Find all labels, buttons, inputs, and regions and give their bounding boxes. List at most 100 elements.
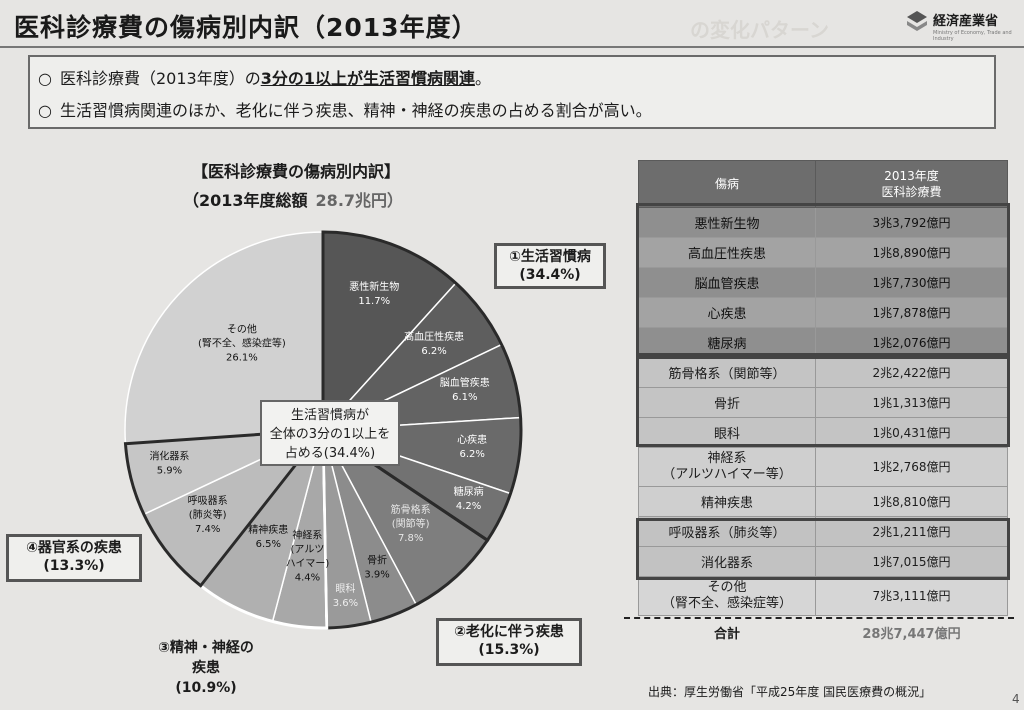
slice-label: 脳血管疾患 (440, 376, 490, 389)
summary-highlight: 3分の1以上が生活習慣病関連 (260, 69, 475, 88)
total-label: 合計 (638, 615, 816, 648)
cost-table: 傷病 2013年度 医科診療費 悪性新生物 3兆3,792億円 高血圧性疾患 1兆8,8… (638, 160, 1008, 648)
table-cell-cost: 3兆3,792億円 (815, 207, 1008, 238)
table-row: 消化器系 1兆7,015億円 (638, 546, 1008, 577)
table-row: 筋骨格系（関節等） 2兆2,422億円 (638, 357, 1008, 388)
table-row: 精神疾患 1兆8,810億円 (638, 486, 1008, 517)
bullet-icon: ○ (38, 101, 52, 120)
meti-logo-icon (907, 11, 927, 31)
bullet-icon: ○ (38, 69, 52, 88)
summary-line-2: ○ 生活習慣病関連のほか、老化に伴う疾患、精神・神経の疾患の占める割合が高い。 (38, 101, 652, 120)
summary-line-1: ○ 医科診療費（2013年度）の3分の1以上が生活習慣病関連。 (38, 69, 491, 88)
table-total-row: 合計 28兆7,447億円 (638, 615, 1008, 648)
group-callout-mental: ③精神・神経の 疾患 (10.9%) (158, 640, 254, 696)
pie-slice (124, 231, 324, 445)
background-heading: の変化パターン (690, 18, 829, 42)
table-cell-disease: 高血圧性疾患 (638, 237, 816, 268)
table-cell-disease: 神経系 （アルツハイマー等） (638, 447, 816, 487)
slice-percent-label: 6.2% (459, 449, 484, 460)
table-cell-disease: 脳血管疾患 (638, 267, 816, 298)
table-cell-cost: 1兆7,015億円 (815, 546, 1008, 577)
chart-title: 【医科診療費の傷病別内訳】 (192, 162, 401, 181)
pie-group-outline (123, 428, 327, 588)
total-value: 28兆7,447億円 (815, 615, 1008, 648)
table-row: 悪性新生物 3兆3,792億円 (638, 207, 1008, 238)
table-cell-disease: 消化器系 (638, 546, 816, 577)
table-cell-cost: 7兆3,111億円 (815, 576, 1008, 616)
table-row: 高血圧性疾患 1兆8,890億円 (638, 237, 1008, 268)
slice-label: 糖尿病 (454, 485, 484, 498)
pie-group-outline (198, 425, 329, 630)
table-row: 糖尿病 1兆2,076億円 (638, 327, 1008, 358)
table-row: 眼科 1兆0,431億円 (638, 417, 1008, 448)
slice-label: 悪性新生物 (349, 280, 399, 293)
table-cell-disease: 糖尿病 (638, 327, 816, 358)
slice-label: 心疾患 (457, 433, 487, 446)
slice-percent-label: 7.4% (195, 524, 220, 535)
table-cell-disease: 筋骨格系（関節等） (638, 357, 816, 388)
summary-box: ○ 医科診療費（2013年度）の3分の1以上が生活習慣病関連。 ○ 生活習慣病関連の… (28, 55, 996, 129)
table-row: 骨折 1兆1,313億円 (638, 387, 1008, 418)
logo-name: 経済産業省 (933, 14, 999, 29)
table-cell-cost: 2兆1,211億円 (815, 516, 1008, 547)
slice-label: (腎不全、感染症等) (198, 336, 286, 349)
slice-label: その他 (227, 322, 257, 335)
slice-percent-label: 7.8% (398, 533, 423, 544)
slice-percent-label: 3.9% (364, 569, 389, 580)
pie-group-outline (321, 230, 523, 543)
table-cell-disease: 骨折 (638, 387, 816, 418)
slice-percent-label: 4.4% (295, 573, 320, 584)
slice-label: 高血圧性疾患 (404, 330, 464, 343)
chart-total-amount: 28.7兆円） (315, 191, 404, 210)
table-row: 呼吸器系（肺炎等） 2兆1,211億円 (638, 516, 1008, 547)
group-callout-lifestyle: ①生活習慣病 (34.4%) (494, 243, 606, 289)
slice-percent-label: 5.9% (157, 465, 182, 476)
table-cell-disease: 呼吸器系（肺炎等） (638, 516, 816, 547)
page-title: 医科診療費の傷病別内訳（2013年度） (14, 13, 478, 42)
slice-label: 神経系 (292, 529, 322, 542)
center-note: 生活習慣病が 全体の3分の1以上を 占める(34.4%) (260, 400, 400, 466)
logo-subtitle: Ministry of Economy, Trade and Industry (933, 30, 1012, 42)
table-cell-disease: 眼科 (638, 417, 816, 448)
table-cell-cost: 1兆7,730億円 (815, 267, 1008, 298)
slice-percent-label: 4.2% (456, 501, 481, 512)
table-cell-disease: 心疾患 (638, 297, 816, 328)
source-note: 出典：厚生労働省「平成25年度 国民医療費の概況」 (648, 685, 932, 699)
table-cell-cost: 1兆8,890億円 (815, 237, 1008, 268)
table-cell-cost: 1兆7,878億円 (815, 297, 1008, 328)
table-row: 脳血管疾患 1兆7,730億円 (638, 267, 1008, 298)
header-cost: 2013年度 医科診療費 (815, 160, 1008, 208)
slice-percent-label: 6.5% (256, 539, 281, 550)
table-cell-cost: 1兆2,076億円 (815, 327, 1008, 358)
title-divider (0, 46, 1024, 48)
table-cell-disease: 悪性新生物 (638, 207, 816, 238)
slice-percent-label: 11.7% (358, 296, 390, 307)
slice-label: 眼科 (335, 582, 355, 595)
pie-chart: 悪性新生物 11.7% 高血圧性疾患 6.2% 脳血管疾患 6.1% 心疾患 6.2% 糖尿病 4… (123, 230, 523, 630)
header-disease: 傷病 (638, 160, 816, 208)
table-cell-disease: その他 （腎不全、感染症等） (638, 576, 816, 616)
group-callout-organ: ④器官系の疾患 (13.3%) (6, 534, 142, 582)
slice-label: (アルツ (291, 545, 325, 556)
slice-label: ハイマー) (286, 559, 330, 570)
chart-subtitle: （2013年度総額 28.7兆円） (183, 191, 404, 210)
slice-label: 消化器系 (149, 449, 189, 462)
slice-label: (関節等) (392, 517, 430, 530)
table-row: その他 （腎不全、感染症等） 7兆3,111億円 (638, 576, 1008, 616)
total-divider (624, 617, 1014, 619)
table-header-row: 傷病 2013年度 医科診療費 (638, 160, 1008, 208)
table-cell-disease: 精神疾患 (638, 486, 816, 517)
pie-group-outline (321, 427, 490, 630)
group-callout-aging: ②老化に伴う疾患 (15.3%) (436, 618, 582, 666)
slice-label: 呼吸器系 (188, 495, 228, 507)
slice-percent-label: 3.6% (333, 598, 358, 609)
slice-label: (肺炎等) (189, 508, 227, 521)
slice-percent-label: 26.1% (226, 352, 258, 363)
slice-percent-label: 6.1% (452, 392, 477, 403)
slice-label: 骨折 (367, 553, 387, 566)
table-row: 神経系 （アルツハイマー等） 1兆2,768億円 (638, 447, 1008, 487)
table-row: 心疾患 1兆7,878億円 (638, 297, 1008, 328)
page-number: 4 (1012, 692, 1020, 706)
slice-percent-label: 6.2% (421, 346, 446, 357)
slice-label: 精神疾患 (248, 523, 288, 536)
